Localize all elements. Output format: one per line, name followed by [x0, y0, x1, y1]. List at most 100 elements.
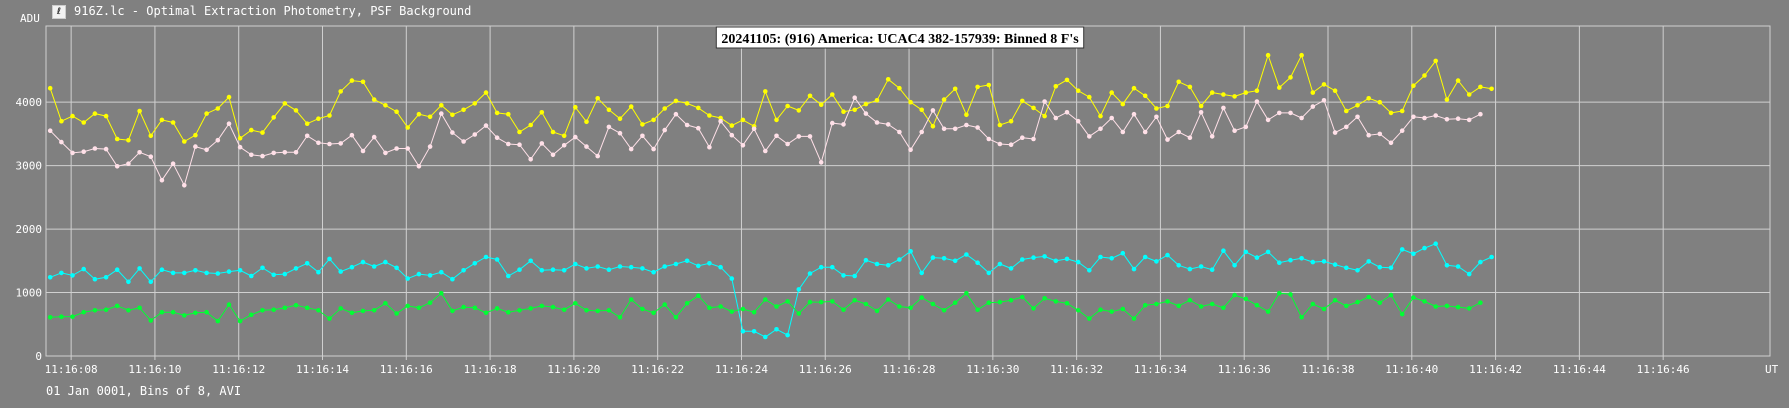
x-tick-label: 11:16:44 — [1553, 363, 1606, 376]
data-point — [215, 318, 221, 324]
data-point — [126, 279, 131, 285]
data-point — [986, 300, 992, 306]
data-point — [841, 307, 846, 313]
data-point — [897, 257, 902, 262]
data-point — [1154, 114, 1159, 120]
data-point — [830, 264, 835, 270]
data-point — [338, 306, 344, 311]
data-point — [92, 111, 98, 116]
data-point — [383, 103, 388, 108]
data-point — [204, 309, 209, 315]
data-point — [885, 297, 891, 302]
data-point — [1265, 52, 1271, 58]
data-point — [293, 302, 299, 308]
data-point — [182, 139, 187, 144]
series-2 — [47, 95, 1483, 188]
data-point — [1087, 268, 1092, 273]
data-point — [1243, 124, 1249, 130]
data-point — [952, 300, 958, 306]
data-point — [1433, 58, 1438, 64]
data-point — [506, 273, 511, 279]
data-point — [349, 132, 355, 138]
data-point — [427, 114, 433, 120]
data-point — [159, 267, 165, 273]
data-point — [1332, 262, 1338, 267]
data-point — [1344, 124, 1349, 130]
data-point — [595, 308, 600, 314]
data-point — [349, 78, 355, 83]
data-point — [751, 309, 757, 315]
data-point — [193, 144, 198, 149]
data-point — [483, 90, 489, 95]
data-point — [1087, 316, 1092, 321]
data-point — [908, 99, 913, 105]
data-point — [707, 261, 712, 266]
data-point — [1366, 294, 1371, 300]
data-point — [1053, 299, 1059, 304]
data-point — [1355, 114, 1360, 120]
data-point — [1321, 259, 1327, 264]
data-point — [1075, 259, 1081, 265]
data-point — [237, 144, 243, 150]
data-point — [1042, 296, 1047, 301]
data-point — [1098, 254, 1103, 260]
data-point — [1254, 302, 1260, 308]
data-point — [617, 264, 623, 269]
data-point — [282, 305, 288, 311]
data-point — [550, 267, 556, 273]
data-point — [785, 332, 790, 338]
data-point — [1098, 113, 1103, 119]
data-point — [684, 101, 690, 106]
data-point — [941, 97, 947, 102]
data-point — [561, 133, 567, 139]
data-point — [1120, 129, 1126, 135]
data-point — [1355, 268, 1360, 273]
data-point — [997, 261, 1003, 267]
data-point — [818, 264, 824, 270]
data-point — [684, 258, 690, 264]
data-point — [1355, 103, 1360, 108]
data-point — [874, 261, 880, 267]
x-tick-label: 11:16:18 — [464, 363, 517, 376]
data-point — [1042, 254, 1047, 259]
data-point — [1377, 99, 1383, 105]
data-point — [439, 269, 444, 275]
x-tick-label: 11:16:22 — [631, 363, 684, 376]
data-point — [863, 101, 869, 107]
data-point — [137, 266, 142, 271]
data-point — [260, 308, 265, 313]
data-point — [662, 302, 667, 307]
data-point — [1377, 264, 1383, 270]
y-tick-label: 0 — [35, 350, 42, 363]
data-point — [763, 297, 768, 302]
data-point — [841, 109, 846, 114]
data-point — [595, 264, 600, 269]
data-point — [1154, 301, 1159, 307]
data-point — [1321, 306, 1327, 312]
data-point — [1455, 264, 1461, 269]
data-point — [237, 136, 243, 141]
data-point — [628, 146, 634, 152]
data-point — [1098, 126, 1103, 132]
data-point — [830, 92, 835, 97]
data-point — [81, 120, 86, 125]
data-point — [640, 306, 645, 312]
data-point — [59, 270, 64, 276]
data-point — [1221, 305, 1226, 311]
data-point — [1198, 304, 1204, 309]
data-point — [1198, 110, 1204, 115]
data-point — [1422, 115, 1427, 121]
x-tick-label: 11:16:10 — [128, 363, 181, 376]
x-tick-label: 11:16:40 — [1385, 363, 1438, 376]
data-point — [1366, 96, 1371, 101]
data-point — [1332, 88, 1338, 93]
data-point — [763, 89, 768, 94]
data-point — [852, 273, 857, 279]
data-point — [696, 105, 701, 111]
data-point — [986, 82, 992, 88]
data-point — [472, 305, 478, 311]
data-point — [997, 122, 1003, 128]
data-point — [763, 334, 768, 340]
data-point — [383, 150, 388, 156]
data-point — [126, 161, 131, 166]
